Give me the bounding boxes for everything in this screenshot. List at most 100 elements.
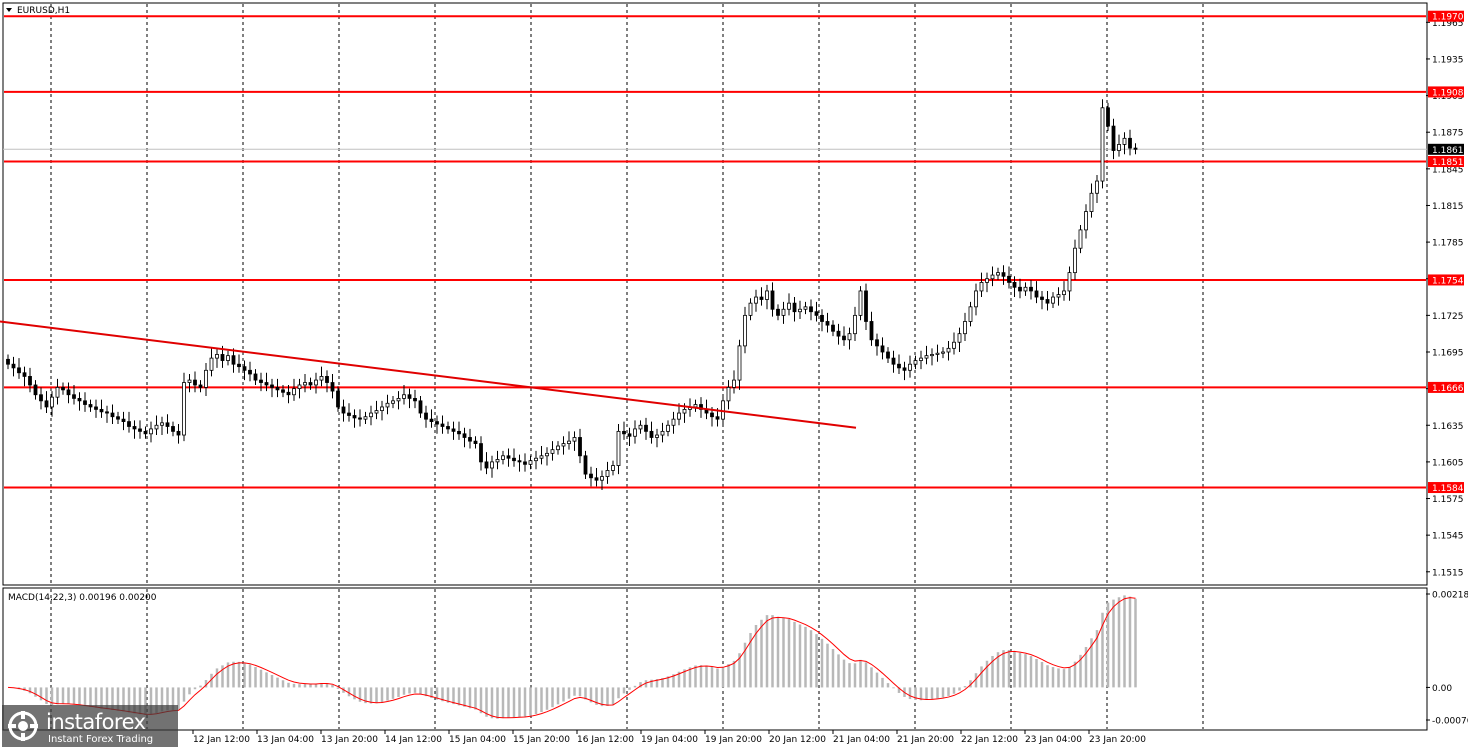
- candle-body: [77, 397, 82, 402]
- candle-body: [638, 424, 643, 430]
- main-plot-area[interactable]: [2, 2, 1428, 586]
- candle-body: [935, 352, 940, 355]
- candle-body: [627, 433, 632, 437]
- candle-body: [292, 388, 296, 396]
- candle-body: [435, 421, 439, 425]
- candle-body: [770, 290, 775, 310]
- trend-line[interactable]: [0, 320, 857, 429]
- candle-body: [473, 440, 478, 444]
- candle-body: [22, 372, 27, 377]
- candle-body: [391, 400, 395, 404]
- candle-body: [418, 400, 423, 414]
- candle-body: [792, 302, 797, 313]
- candle-body: [303, 382, 307, 386]
- candle-body: [132, 426, 137, 430]
- candle-body: [457, 430, 461, 435]
- price-tick-label: 1.1785: [1432, 239, 1464, 249]
- candle-body: [952, 341, 956, 349]
- macd-tick-label: -0.00076: [1432, 717, 1468, 727]
- time-tick-label: 19 Jan 20:00: [705, 735, 762, 745]
- candle-body: [165, 422, 170, 427]
- macd-plot-area[interactable]: [2, 587, 1428, 731]
- candle-body: [1106, 107, 1110, 127]
- candle-body: [231, 355, 236, 365]
- candle-body: [677, 412, 681, 420]
- candle-body: [1056, 294, 1061, 298]
- candle-body: [369, 412, 373, 418]
- candle-body: [1007, 275, 1011, 283]
- candle-body: [50, 396, 54, 408]
- candle-body: [1111, 125, 1116, 151]
- candle-body: [990, 274, 995, 280]
- candle-body: [1023, 286, 1028, 292]
- candle-body: [105, 411, 109, 414]
- candle-body: [886, 351, 890, 359]
- candle-body: [726, 387, 731, 402]
- candle-body: [314, 379, 318, 386]
- level-label: 1.1666: [1432, 384, 1464, 394]
- candle-body: [693, 404, 698, 408]
- candle-body: [1034, 290, 1039, 298]
- candle-body: [1089, 192, 1094, 212]
- time-axis: 12 Jan 12:00 13 Jan 04:00 13 Jan 20:00 14 J…: [192, 730, 1146, 745]
- macd-label: MACD(14,22,3) 0.00196 0.00200: [8, 593, 157, 603]
- price-tick-label: 1.1965: [1432, 19, 1464, 29]
- candle-body: [754, 296, 758, 304]
- symbol-dropdown-icon[interactable]: [6, 8, 12, 12]
- candle-body: [996, 272, 1000, 276]
- candle-body: [968, 306, 973, 322]
- candle-body: [341, 406, 346, 414]
- macd-tick-label: 0.00218: [1432, 591, 1468, 601]
- candle-body: [407, 394, 412, 399]
- candle-body: [864, 290, 868, 322]
- candle-body: [66, 389, 71, 396]
- macd-tick-label: 0.00: [1432, 684, 1452, 694]
- candle-body: [204, 369, 208, 388]
- price-tick-label: 1.1575: [1432, 495, 1464, 505]
- candle-body: [545, 452, 549, 457]
- candle-body: [396, 397, 401, 402]
- candle-body: [55, 387, 60, 398]
- candle-body: [941, 351, 945, 354]
- candle-body: [737, 345, 742, 381]
- candle-body: [451, 428, 456, 432]
- candle-body: [1012, 281, 1017, 288]
- candle-body: [1062, 290, 1066, 296]
- candle-body: [957, 333, 962, 343]
- vertical-grid: [50, 4, 1204, 584]
- candle-body: [600, 476, 604, 481]
- candle-body: [187, 379, 192, 383]
- candle-body: [633, 428, 637, 437]
- candle-body: [468, 437, 472, 442]
- candle-body: [534, 457, 538, 462]
- candles: [6, 99, 1138, 490]
- price-tick-label: 1.1545: [1432, 532, 1464, 542]
- candle-body: [61, 387, 65, 391]
- candle-body: [44, 400, 49, 408]
- candle-body: [149, 428, 153, 435]
- candle-body: [440, 423, 445, 427]
- candle-body: [83, 400, 87, 405]
- candle-body: [363, 416, 368, 420]
- candle-body: [1078, 229, 1083, 249]
- candle-body: [787, 302, 791, 310]
- time-tick-label: 13 Jan 04:00: [257, 735, 314, 745]
- candle-body: [325, 376, 329, 383]
- candle-body: [297, 384, 302, 390]
- candle-body: [858, 290, 863, 316]
- candle-body: [127, 421, 131, 427]
- current-price-label: 1.1861: [1428, 143, 1464, 156]
- time-tick-label: 15 Jan 20:00: [513, 735, 570, 745]
- candle-body: [193, 379, 197, 386]
- candle-body: [512, 457, 516, 462]
- candle-body: [402, 394, 406, 399]
- candle-body: [39, 394, 43, 402]
- candle-body: [1117, 144, 1121, 151]
- candle-body: [913, 360, 918, 365]
- candle-body: [814, 311, 819, 316]
- candle-body: [495, 459, 500, 463]
- candle-body: [732, 379, 736, 388]
- candle-body: [589, 473, 593, 479]
- candle-body: [11, 363, 16, 369]
- candle-body: [171, 426, 175, 432]
